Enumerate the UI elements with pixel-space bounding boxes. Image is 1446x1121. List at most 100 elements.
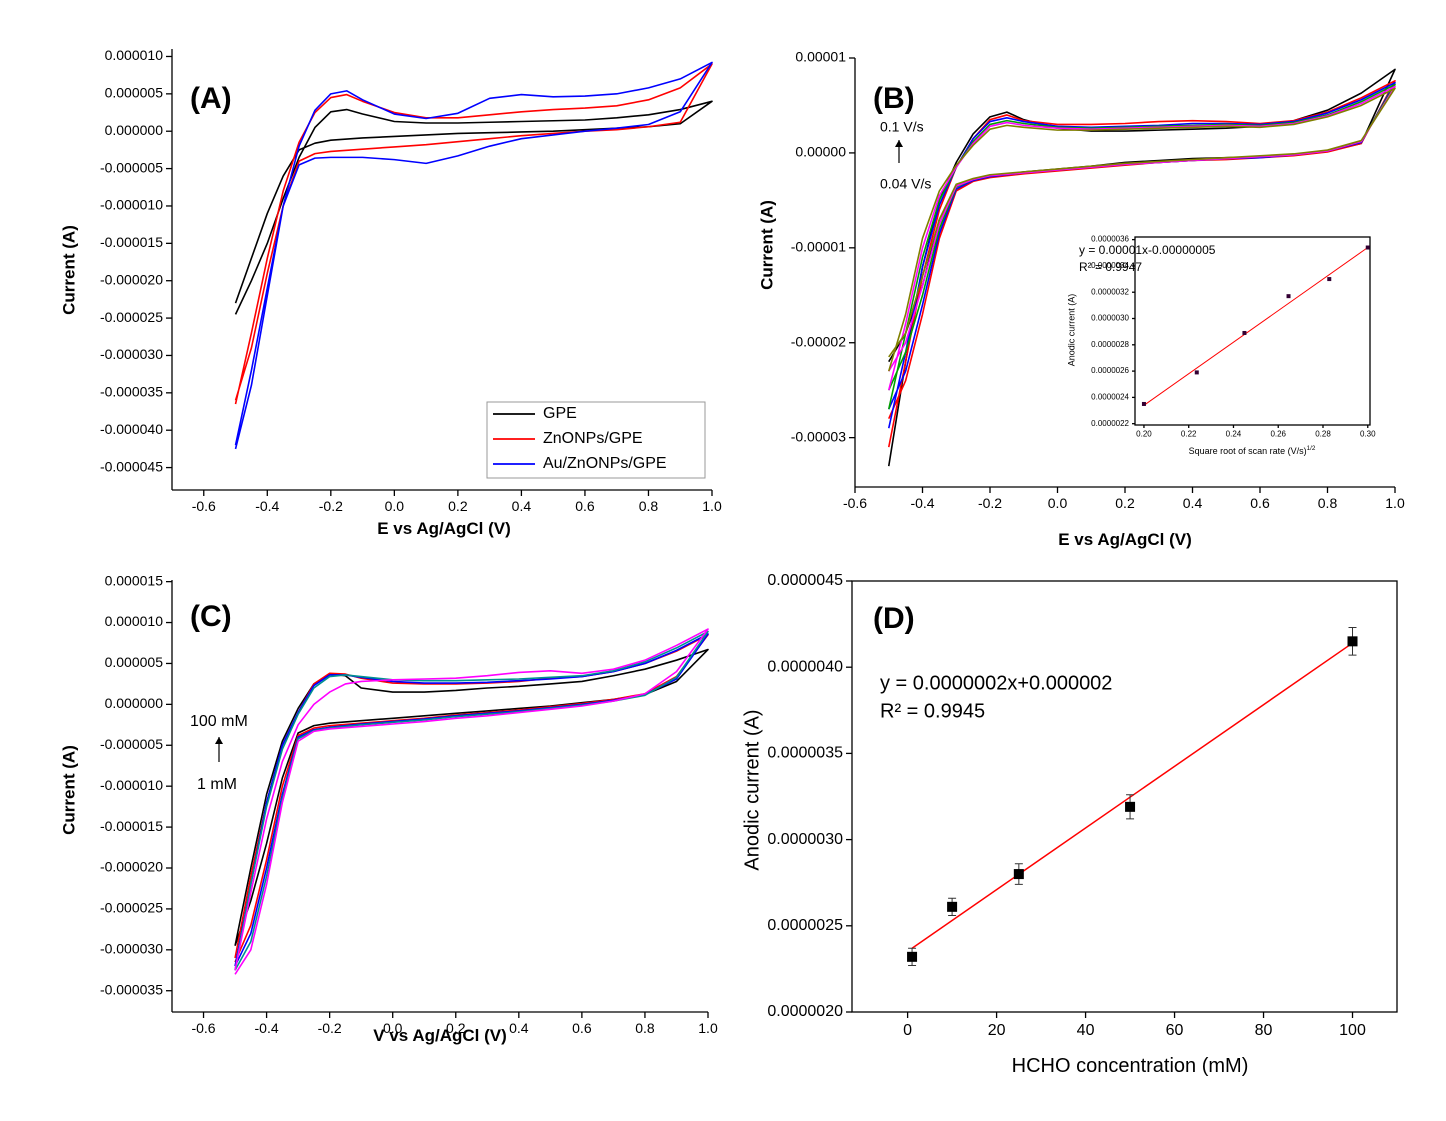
y-tick-label: -0.000025 xyxy=(100,309,163,325)
panel-label: (A) xyxy=(190,82,232,115)
cv-curve xyxy=(887,87,1396,372)
data-point xyxy=(1327,277,1332,282)
x-axis-label-text: V vs Ag/AgCl (V) xyxy=(373,1026,507,1045)
y-tick-label: -0.000045 xyxy=(100,458,163,474)
y-tick-label: 0.000010 xyxy=(105,47,164,63)
x-axis-label: E vs Ag/AgCl (V) xyxy=(1058,530,1192,549)
data-point xyxy=(1141,401,1146,406)
plot-frame xyxy=(851,580,1398,1013)
x-tick-label: -0.6 xyxy=(843,495,867,511)
x-tick-label: 0.8 xyxy=(639,498,659,514)
cv-curve xyxy=(887,85,1396,391)
x-tick-label: -0.4 xyxy=(255,1020,279,1036)
x-tick-label: 0.30 xyxy=(1360,430,1376,439)
panel-label: (D) xyxy=(873,602,915,635)
data-point xyxy=(907,951,918,962)
y-axis-label: Current (A) xyxy=(59,745,78,835)
data-point xyxy=(1365,245,1370,250)
x-axis-label: V vs Ag/AgCl (V) xyxy=(373,1026,507,1045)
y-tick-label: -0.000010 xyxy=(100,777,163,793)
x-axis-label-text: HCHO concentration (mM) xyxy=(1012,1055,1249,1077)
y-tick-label: -0.000035 xyxy=(100,981,163,997)
x-tick-label: 0.8 xyxy=(1318,495,1338,511)
y-tick-label: 0.0000032 xyxy=(1091,287,1129,296)
y-tick-label: -0.000035 xyxy=(100,384,163,400)
x-axis-label-superscript: 1/2 xyxy=(1307,445,1316,452)
x-tick-label: -0.4 xyxy=(255,498,279,514)
cv-curve xyxy=(234,63,713,405)
x-tick-label: -0.2 xyxy=(978,495,1002,511)
data-point xyxy=(1242,330,1247,335)
x-tick-label: -0.2 xyxy=(318,1020,342,1036)
x-tick-label: -0.6 xyxy=(192,498,216,514)
x-tick-label: -0.2 xyxy=(319,498,343,514)
x-tick-label: 80 xyxy=(1255,1022,1273,1039)
x-tick-label: -0.4 xyxy=(910,495,934,511)
data-point xyxy=(1013,869,1024,880)
annotation: y = 0.00001x-0.00000005 xyxy=(1079,243,1216,257)
panel: 0.0000020 0.0000025 0.0000030 0.0000035 0.00… xyxy=(741,572,1398,1077)
y-tick-label: -0.00003 xyxy=(791,428,846,444)
plot-frame xyxy=(1134,236,1371,426)
y-tick-label: -0.000005 xyxy=(100,736,163,752)
x-tick-label: 40 xyxy=(1077,1022,1095,1039)
y-tick-label: 0.0000030 xyxy=(1091,314,1129,323)
annotation: 1 mM xyxy=(197,776,237,793)
y-tick-label: -0.000030 xyxy=(100,941,163,957)
legend-label: ZnONPs/GPE xyxy=(543,430,643,447)
y-tick-label: 0.0000036 xyxy=(1091,235,1129,244)
data-point xyxy=(947,901,958,912)
y-tick-label: 0.0000020 xyxy=(767,1003,843,1020)
y-tick-label: -0.000015 xyxy=(100,818,163,834)
legend-label: GPE xyxy=(543,405,577,422)
x-tick-label: 0.4 xyxy=(1183,495,1203,511)
x-tick-label: 0.20 xyxy=(1136,430,1152,439)
y-tick-label: 0.00000 xyxy=(795,144,846,160)
annotation: y = 0.0000002x+0.000002 xyxy=(880,672,1112,694)
x-tick-label: 60 xyxy=(1166,1022,1184,1039)
annotation: 0.1 V/s xyxy=(880,119,924,135)
x-tick-label: 0.8 xyxy=(635,1020,655,1036)
y-tick-label: 0.0000040 xyxy=(767,658,843,675)
x-axis-label-text: E vs Ag/AgCl (V) xyxy=(377,519,511,538)
x-axis-label: HCHO concentration (mM) xyxy=(1012,1055,1249,1077)
annotation: 0.04 V/s xyxy=(880,176,931,192)
panel: 0.000010 0.000005 0.000000 -0.000005 -0.0000… xyxy=(59,47,721,538)
y-tick-label: 0.00001 xyxy=(795,49,846,65)
annotation: R² = 0.9947 xyxy=(1079,260,1142,274)
panel: 0.000015 0.000010 0.000005 0.000000 -0.00000… xyxy=(59,572,717,1045)
y-tick-label: -0.000025 xyxy=(100,900,163,916)
legend-label: Au/ZnONPs/GPE xyxy=(543,455,667,472)
x-tick-label: 0.4 xyxy=(509,1020,529,1036)
x-axis-label-text: Square root of scan rate (V/s) xyxy=(1189,446,1307,456)
data-point xyxy=(1125,801,1136,812)
y-tick-label: -0.000020 xyxy=(100,859,163,875)
x-tick-label: 0.28 xyxy=(1315,430,1331,439)
y-tick-label: 0.000005 xyxy=(105,85,164,101)
y-tick-label: 0.0000034 xyxy=(1091,261,1129,270)
x-tick-label: 0.6 xyxy=(1250,495,1270,511)
y-axis-label: Anodic current (A) xyxy=(741,709,763,870)
x-tick-label: -0.6 xyxy=(191,1020,215,1036)
arrow-head xyxy=(895,140,903,147)
y-tick-label: 0.0000022 xyxy=(1091,419,1129,428)
y-tick-label: 0.0000030 xyxy=(767,831,843,848)
y-tick-label: 0.000010 xyxy=(105,613,164,629)
y-tick-label: -0.000040 xyxy=(100,421,163,437)
x-tick-label: 0 xyxy=(903,1022,912,1039)
x-tick-label: 0.24 xyxy=(1226,430,1242,439)
y-tick-label: -0.000020 xyxy=(100,271,163,287)
y-tick-label: 0.0000028 xyxy=(1091,340,1129,349)
y-axis-label: Anodic current (A) xyxy=(1066,294,1076,367)
x-tick-label: 1.0 xyxy=(698,1020,718,1036)
y-axis-label: Current (A) xyxy=(757,200,776,290)
y-tick-label: 0.0000035 xyxy=(767,745,843,762)
cv-curve xyxy=(234,61,713,450)
cv-curve xyxy=(234,628,709,975)
y-tick-label: 0.0000045 xyxy=(767,572,843,589)
inset-background xyxy=(1063,225,1388,463)
x-tick-label: 0.26 xyxy=(1270,430,1286,439)
x-tick-label: 20 xyxy=(988,1022,1006,1039)
cv-curve xyxy=(234,633,709,967)
